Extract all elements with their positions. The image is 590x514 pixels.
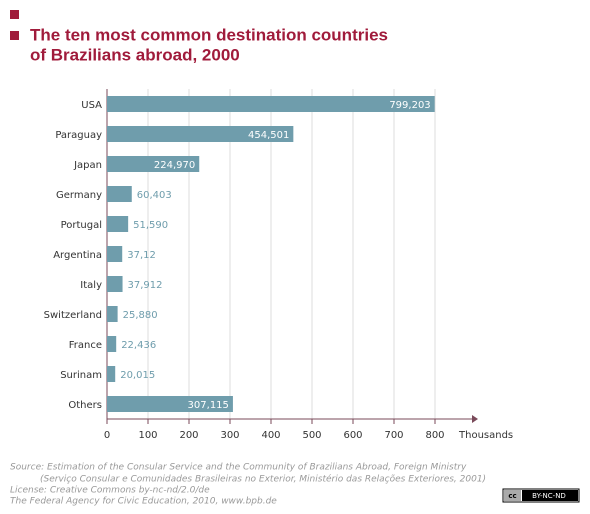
- bar: [107, 366, 116, 382]
- y-tick-label: Italy: [80, 280, 102, 291]
- x-tick-label: 100: [138, 430, 157, 441]
- title-marker: [10, 10, 19, 19]
- value-label: 799,203: [389, 100, 430, 111]
- value-label: 37,12: [127, 250, 156, 261]
- y-tick-label: Paraguay: [55, 130, 102, 141]
- chart-title: The ten most common destination countrie…: [30, 25, 388, 44]
- license-badge: [504, 490, 521, 501]
- license-badge: [522, 490, 578, 501]
- y-tick-label: Switzerland: [44, 310, 102, 321]
- bar: [107, 96, 435, 112]
- value-label: 224,970: [154, 160, 195, 171]
- x-tick-label: 400: [261, 430, 280, 441]
- badge-text: BY-NC-ND: [532, 492, 566, 500]
- source: (Serviço Consular e Comunidades Brasilei…: [40, 474, 486, 485]
- bar: [107, 396, 233, 412]
- bar: [107, 306, 118, 322]
- x-tick-label: 800: [425, 430, 444, 441]
- axis-arrow: [472, 415, 478, 423]
- bar: [107, 186, 132, 202]
- value-label: 60,403: [137, 190, 172, 201]
- y-tick-label: Argentina: [53, 250, 102, 261]
- y-tick-label: USA: [81, 100, 102, 111]
- bar: [107, 246, 123, 262]
- bar: [107, 126, 294, 142]
- source: License: Creative Commons by-nc-nd/2.0/d…: [10, 486, 210, 496]
- value-label: 51,590: [133, 220, 168, 231]
- source: Source: Estimation of the Consular Servi…: [10, 463, 467, 473]
- bar: [107, 276, 123, 292]
- x-axis-label: Thousands: [458, 430, 513, 441]
- title-marker: [10, 31, 19, 40]
- bar: [107, 216, 129, 232]
- value-label: 454,501: [248, 130, 289, 141]
- y-tick-label: Surinam: [60, 370, 102, 381]
- bar: [107, 156, 200, 172]
- value-label: 307,115: [188, 400, 229, 411]
- x-tick-label: 200: [179, 430, 198, 441]
- y-tick-label: Others: [68, 400, 102, 411]
- badge-text: cc: [508, 492, 516, 500]
- chart-title: of Brazilians abroad, 2000: [30, 45, 240, 64]
- value-label: 20,015: [120, 370, 155, 381]
- value-label: 25,880: [123, 310, 158, 321]
- y-tick-label: Japan: [73, 160, 102, 171]
- value-label: 22,436: [121, 340, 156, 351]
- bar: [107, 336, 117, 352]
- value-label: 37,912: [128, 280, 163, 291]
- x-tick-label: 0: [104, 430, 110, 441]
- x-tick-label: 600: [343, 430, 362, 441]
- y-tick-label: France: [69, 340, 102, 351]
- x-tick-label: 300: [220, 430, 239, 441]
- y-tick-label: Germany: [56, 190, 102, 201]
- y-tick-label: Portugal: [61, 220, 102, 231]
- x-tick-label: 500: [302, 430, 321, 441]
- x-tick-label: 700: [384, 430, 403, 441]
- source: The Federal Agency for Civic Education, …: [10, 497, 277, 507]
